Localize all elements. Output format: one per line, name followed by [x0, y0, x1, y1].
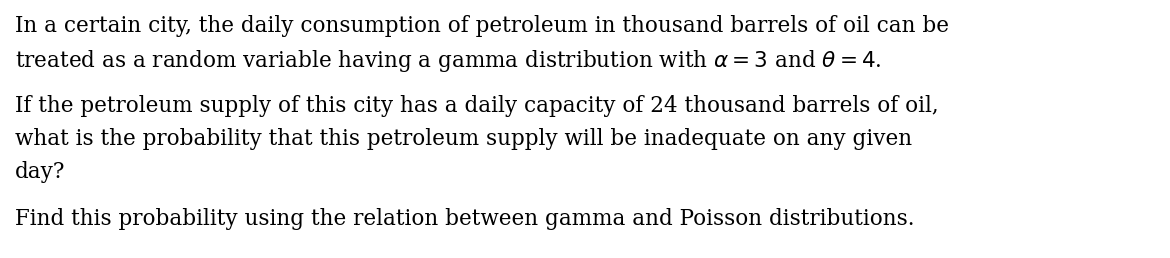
Text: Find this probability using the relation between gamma and Poisson distributions: Find this probability using the relation… — [15, 208, 915, 230]
Text: what is the probability that this petroleum supply will be inadequate on any giv: what is the probability that this petrol… — [15, 128, 913, 150]
Text: day?: day? — [15, 161, 66, 183]
Text: In a certain city, the daily consumption of petroleum in thousand barrels of oil: In a certain city, the daily consumption… — [15, 15, 949, 37]
Text: treated as a random variable having a gamma distribution with $\alpha = 3$ and $: treated as a random variable having a ga… — [15, 48, 882, 74]
Text: If the petroleum supply of this city has a daily capacity of 24 thousand barrels: If the petroleum supply of this city has… — [15, 95, 938, 117]
